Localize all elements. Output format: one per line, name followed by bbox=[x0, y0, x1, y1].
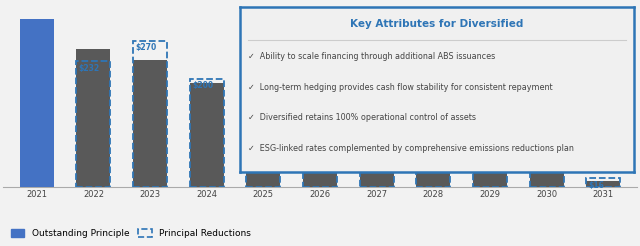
Bar bbox=[529, 127, 564, 187]
Bar bbox=[473, 118, 507, 187]
Bar bbox=[529, 134, 564, 187]
Text: $110: $110 bbox=[532, 130, 553, 139]
Text: $16: $16 bbox=[589, 181, 604, 190]
Bar bbox=[133, 60, 167, 187]
Text: ✓  Diversified retains 100% operational control of assets: ✓ Diversified retains 100% operational c… bbox=[248, 113, 476, 122]
Bar bbox=[303, 94, 337, 187]
Text: $144: $144 bbox=[476, 111, 497, 120]
Bar bbox=[189, 83, 224, 187]
Legend: Outstanding Principle, Principal Reductions: Outstanding Principle, Principal Reducti… bbox=[7, 225, 255, 242]
Text: Key Attributes for Diversified: Key Attributes for Diversified bbox=[350, 19, 524, 29]
Bar bbox=[360, 93, 394, 187]
Text: $178: $178 bbox=[248, 93, 270, 102]
Bar bbox=[246, 91, 280, 187]
Text: $174: $174 bbox=[362, 95, 383, 104]
Bar bbox=[303, 101, 337, 187]
Bar bbox=[586, 178, 620, 187]
Bar bbox=[189, 79, 224, 187]
Bar bbox=[473, 109, 507, 187]
Bar bbox=[20, 19, 54, 187]
Bar bbox=[133, 41, 167, 187]
Bar bbox=[76, 61, 111, 187]
Bar bbox=[586, 181, 620, 187]
Text: $270: $270 bbox=[135, 43, 157, 52]
Text: $200: $200 bbox=[192, 81, 213, 90]
Bar bbox=[76, 49, 111, 187]
Bar bbox=[360, 99, 394, 187]
Text: ✓  Ability to scale financing through additional ABS issuances: ✓ Ability to scale financing through add… bbox=[248, 52, 495, 61]
Bar bbox=[416, 92, 451, 187]
Text: ✓  ESG-linked rates complemented by comprehensive emissions reductions plan: ✓ ESG-linked rates complemented by compr… bbox=[248, 144, 573, 153]
Text: $176: $176 bbox=[419, 94, 440, 103]
Text: $232: $232 bbox=[79, 63, 100, 73]
Bar bbox=[246, 97, 280, 187]
Text: ✓  Long-term hedging provides cash flow stability for consistent repayment: ✓ Long-term hedging provides cash flow s… bbox=[248, 83, 552, 92]
Text: $171: $171 bbox=[305, 97, 326, 106]
Bar bbox=[416, 99, 451, 187]
